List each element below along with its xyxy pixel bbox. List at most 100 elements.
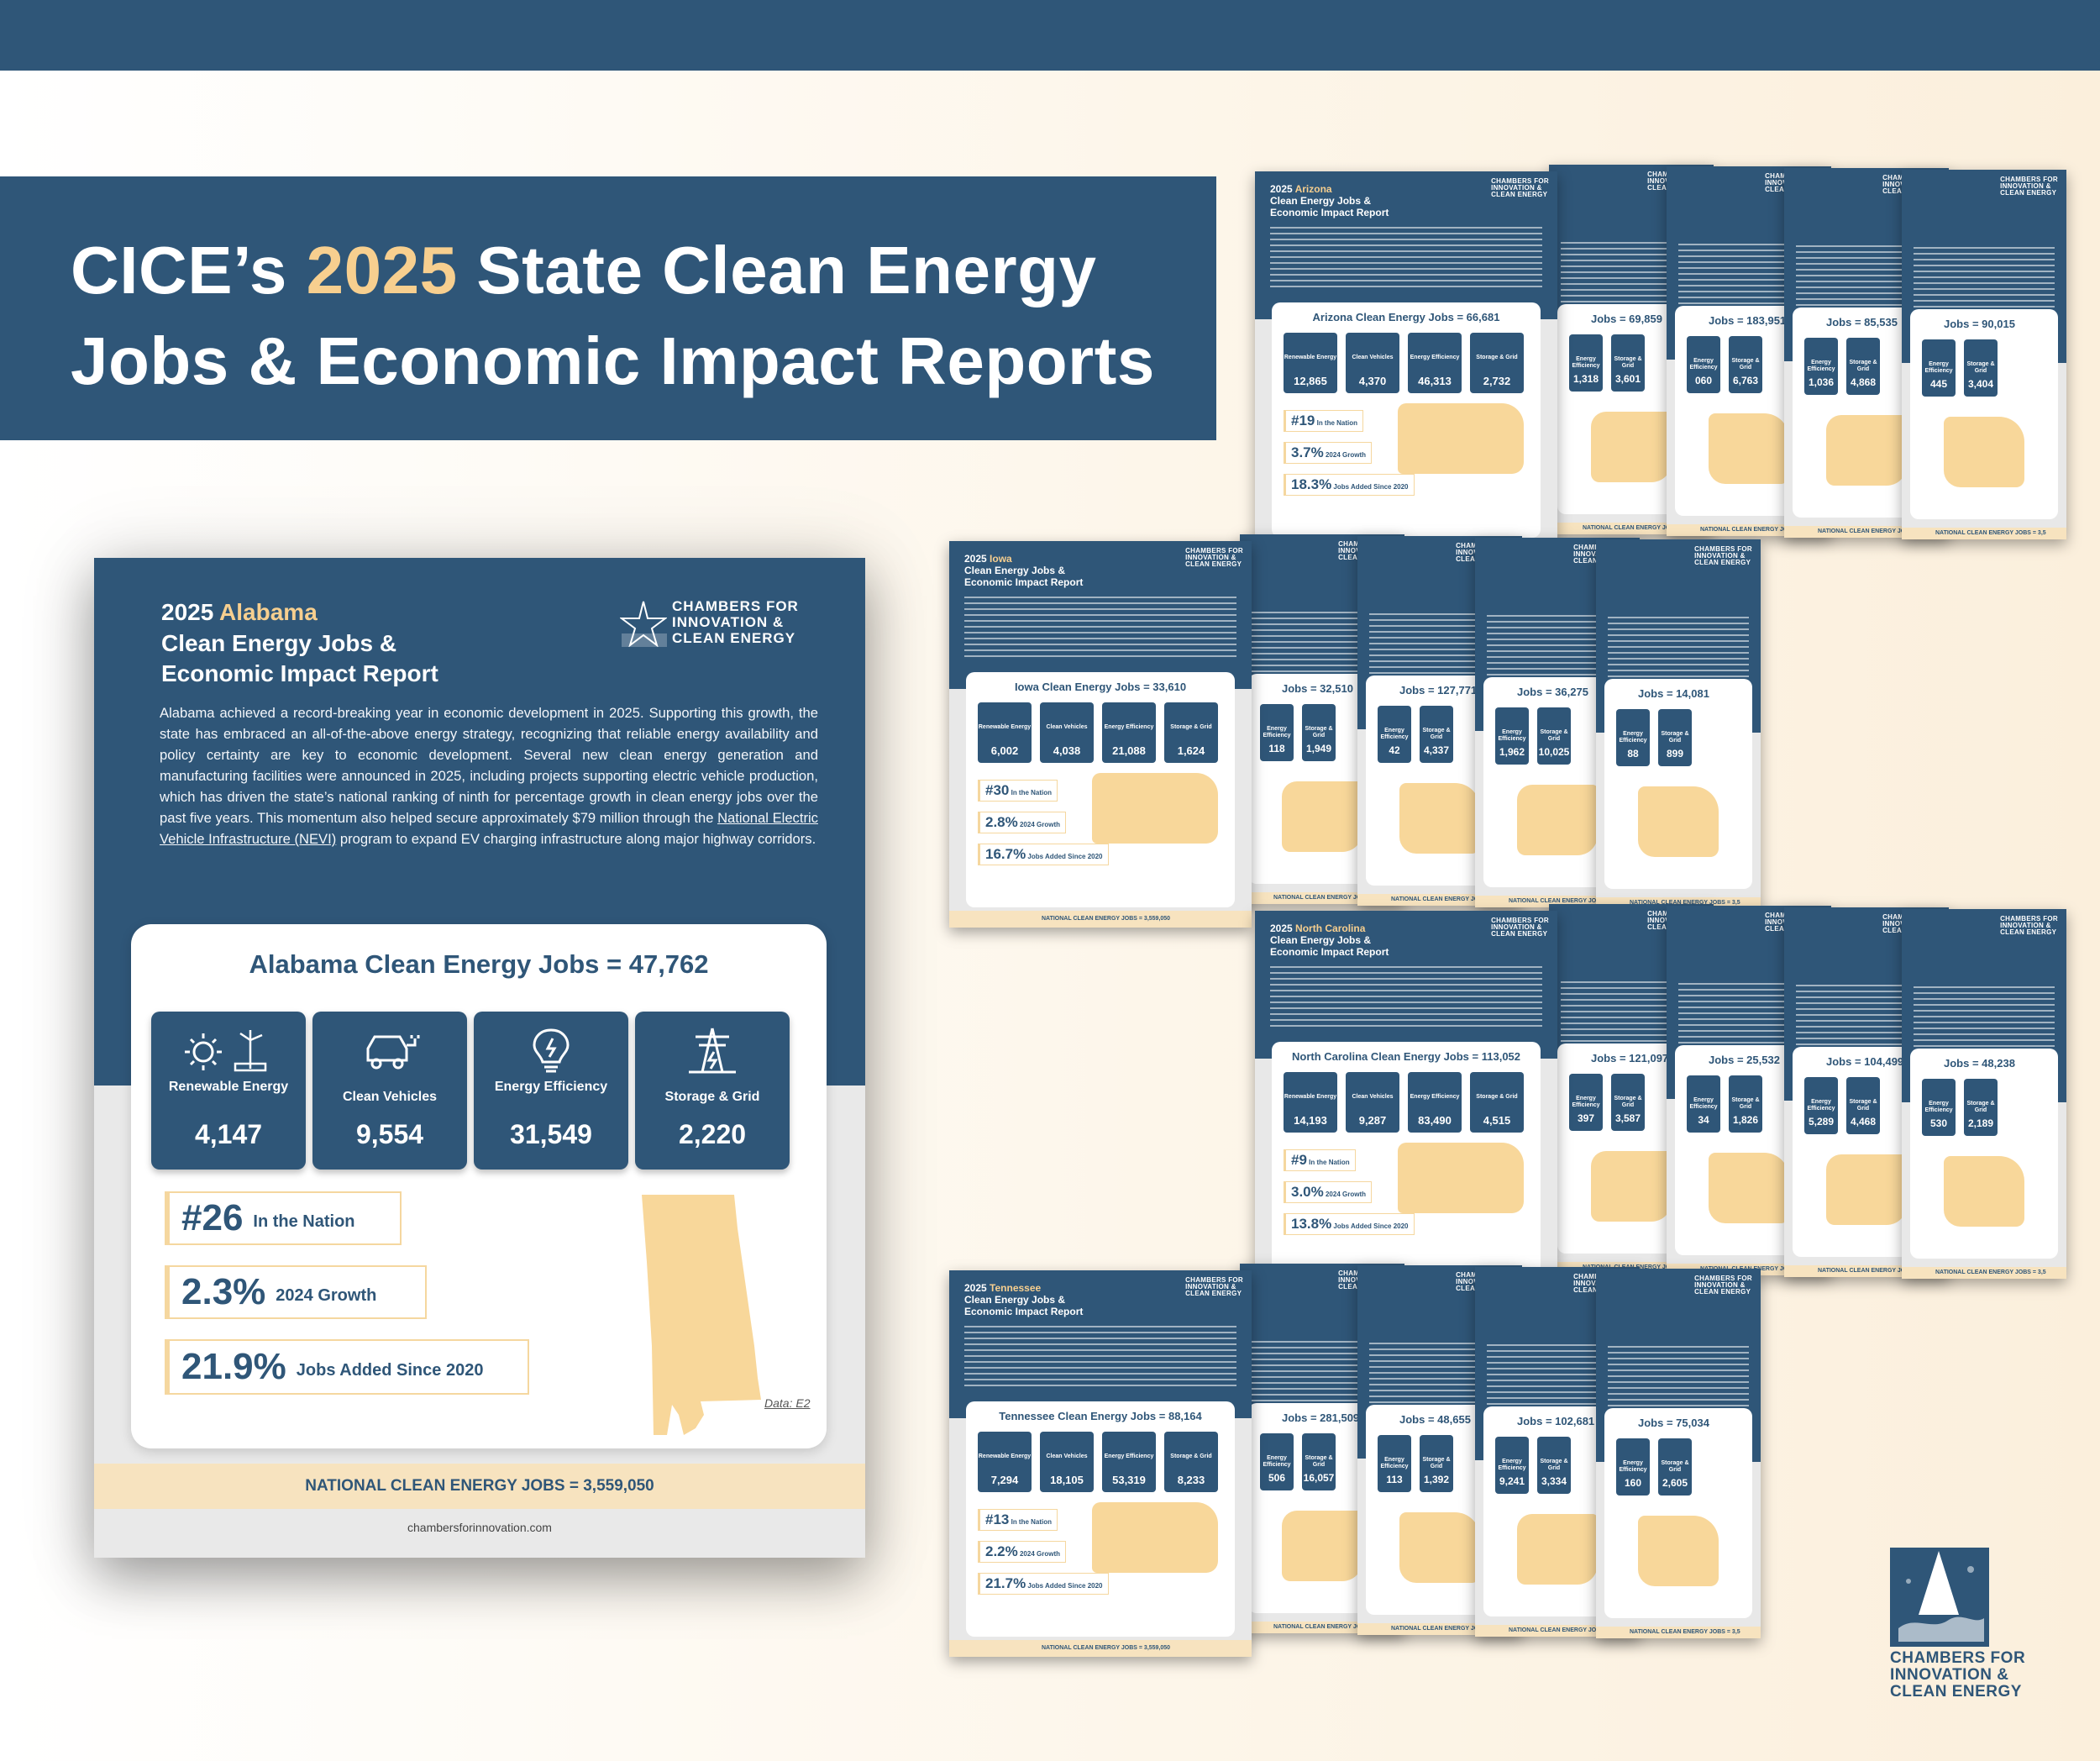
- mini-tile: Storage & Grid 4,868: [1846, 338, 1880, 395]
- mini-card: Jobs = 90,015 Energy Efficiency 445 Storage…: [1910, 309, 2058, 519]
- lead-tile: Clean Vehicles 9,287: [1346, 1072, 1399, 1133]
- tile-clean-vehicles: Clean Vehicles 9,554: [312, 1012, 467, 1170]
- lead-tile: Storage & Grid 1,624: [1164, 702, 1218, 763]
- mini-tile: Energy Efficiency 1,962: [1495, 707, 1529, 765]
- mini-tile-value: 4,468: [1850, 1116, 1877, 1128]
- mini-state-map: [1282, 1511, 1362, 1581]
- lead-heading: 2025 Tennessee Clean Energy Jobs & Economi…: [964, 1282, 1084, 1317]
- mini-tile: Energy Efficiency 113: [1378, 1435, 1411, 1492]
- lead-tile-label: Storage & Grid: [1476, 355, 1518, 360]
- lead-tile-value: 18,105: [1050, 1474, 1084, 1486]
- mini-tile-label: Storage & Grid: [1540, 1459, 1568, 1471]
- lead-tile: Energy Efficiency 53,319: [1102, 1432, 1156, 1492]
- nevi-link[interactable]: National Electric Vehicle Infrastructure…: [160, 810, 818, 847]
- mini-tile-label: Energy Efficiency: [1807, 1099, 1835, 1112]
- mini-card: Jobs = 25,532 Energy Efficiency 34 Storage …: [1675, 1045, 1823, 1255]
- lead-logo: CHAMBERS FOR INNOVATION & CLEAN ENERGY: [1491, 917, 1549, 938]
- sun-wind-icon: [185, 1030, 267, 1072]
- mini-tile: Storage & Grid 899: [1658, 709, 1692, 766]
- lead-tile: Renewable Energy 14,193: [1284, 1072, 1337, 1133]
- banner-title-line1: CICE’s 2025 State Clean Energy: [71, 233, 1097, 308]
- mini-tile: Energy Efficiency 88: [1616, 709, 1650, 766]
- ev-car-icon: [366, 1035, 420, 1070]
- lead-tile-value: 8,233: [1177, 1474, 1205, 1486]
- mini-tile-value: 16,057: [1303, 1472, 1335, 1484]
- mini-tile-value: 1,318: [1572, 373, 1599, 385]
- mini-tile-value: 4,868: [1850, 376, 1877, 388]
- mini-tile-label: Energy Efficiency: [1924, 1101, 1953, 1113]
- lead-stat-added: 18.3% Jobs Added Since 2020: [1284, 474, 1415, 496]
- mini-state-map: [1944, 1156, 2024, 1227]
- growth-stat: 2.3% 2024 Growth: [165, 1265, 427, 1319]
- lead-tile-value: 1,624: [1177, 744, 1205, 757]
- mini-tile-label: Energy Efficiency: [1689, 1097, 1718, 1110]
- lead-tile: Storage & Grid 8,233: [1164, 1432, 1218, 1492]
- mini-tile: Energy Efficiency 160: [1616, 1438, 1650, 1496]
- mini-tile: Energy Efficiency 445: [1922, 339, 1956, 397]
- mini-tile: Storage & Grid 2,189: [1964, 1079, 1998, 1136]
- mini-tile-value: 1,949: [1305, 743, 1332, 754]
- lead-tile: Clean Vehicles 4,038: [1040, 702, 1094, 763]
- lead-card: North Carolina Clean Energy Jobs = 113,0…: [1272, 1042, 1541, 1277]
- lead-national: NATIONAL CLEAN ENERGY JOBS = 3,559,050: [949, 911, 1252, 928]
- lead-stat-rank: #9 In the Nation: [1284, 1149, 1356, 1171]
- mini-tile-value: 060: [1694, 375, 1713, 386]
- mini-card: Jobs = 14,081 Energy Efficiency 88 Storage …: [1604, 679, 1752, 889]
- lead-tile-label: Storage & Grid: [1476, 1094, 1518, 1100]
- lead-card-title: Arizona Clean Energy Jobs = 66,681: [1312, 311, 1500, 323]
- tile-label: Clean Vehicles: [342, 1090, 438, 1104]
- lead-card-title: Tennessee Clean Energy Jobs = 88,164: [999, 1410, 1202, 1422]
- mini-tile: Storage & Grid 2,605: [1658, 1438, 1692, 1496]
- mini-tile-value: 3,404: [1967, 378, 1994, 390]
- mini-card-title: Jobs = 183,951: [1709, 314, 1787, 327]
- mini-tile-value: 3,587: [1614, 1112, 1641, 1124]
- mini-tile-value: 506: [1268, 1472, 1286, 1484]
- lead-state-report: 2025 Iowa Clean Energy Jobs & Economic Imp…: [949, 541, 1252, 928]
- lead-text-lines: [964, 597, 1236, 659]
- alabama-report: 2025 Alabama Clean Energy Jobs & Economi…: [94, 558, 865, 1558]
- lead-tile-label: Clean Vehicles: [1352, 355, 1394, 360]
- mini-tile-label: Storage & Grid: [1731, 1097, 1760, 1110]
- lead-tile-value: 4,515: [1483, 1114, 1511, 1127]
- lead-tile-value: 6,002: [990, 744, 1019, 757]
- card-title: Alabama Clean Energy Jobs = 47,762: [249, 949, 709, 979]
- mini-card-title: Jobs = 48,655: [1399, 1413, 1471, 1426]
- mini-tile-label: Storage & Grid: [1422, 728, 1451, 740]
- mini-card-title: Jobs = 127,771: [1399, 684, 1478, 697]
- mini-tile: Energy Efficiency 530: [1922, 1079, 1956, 1136]
- mini-card-title: Jobs = 281,509: [1282, 1411, 1360, 1424]
- lead-state-map: [1398, 403, 1524, 474]
- tile-value: 31,549: [510, 1119, 592, 1149]
- mini-card: Jobs = 69,859 Energy Efficiency 1,318 Stora…: [1557, 304, 1705, 514]
- mini-card-title: Jobs = 69,859: [1591, 313, 1662, 325]
- lead-tile-label: Clean Vehicles: [1046, 724, 1088, 730]
- national-jobs-banner: NATIONAL CLEAN ENERGY JOBS = 3,559,050: [94, 1464, 865, 1509]
- lead-text-lines: [1270, 227, 1542, 289]
- mini-tile-label: Energy Efficiency: [1380, 1457, 1409, 1469]
- logo-mark-icon: [1898, 1551, 1984, 1642]
- lead-stat-growth: 3.0% 2024 Growth: [1284, 1181, 1372, 1203]
- mini-tile-value: 3,334: [1541, 1475, 1567, 1487]
- lead-stat-added: 16.7% Jobs Added Since 2020: [978, 844, 1109, 865]
- lead-stat-added: 13.8% Jobs Added Since 2020: [1284, 1213, 1415, 1235]
- lead-text-lines: [1270, 966, 1542, 1028]
- mini-tile-value: 34: [1698, 1114, 1709, 1126]
- lead-tile-label: Energy Efficiency: [1104, 724, 1154, 730]
- mini-tile-value: 2,605: [1662, 1477, 1688, 1489]
- mini-tile-label: Energy Efficiency: [1924, 361, 1953, 374]
- lead-tile-label: Energy Efficiency: [1410, 1094, 1460, 1100]
- mini-tile-label: Storage & Grid: [1422, 1457, 1451, 1469]
- lead-card: Tennessee Clean Energy Jobs = 88,164 Rene…: [966, 1401, 1235, 1637]
- data-source[interactable]: Data: E2: [764, 1396, 811, 1410]
- mini-tile-label: Energy Efficiency: [1807, 360, 1835, 372]
- mini-tile-label: Storage & Grid: [1966, 1101, 1995, 1113]
- mini-state-map: [1709, 413, 1789, 484]
- mini-tile-label: Energy Efficiency: [1619, 731, 1647, 744]
- mini-card-title: Jobs = 90,015: [1944, 318, 2015, 330]
- mini-card-title: Jobs = 75,034: [1638, 1417, 1709, 1429]
- website-link[interactable]: chambersforinnovation.com: [407, 1521, 552, 1534]
- mini-tile-label: Storage & Grid: [1661, 731, 1689, 744]
